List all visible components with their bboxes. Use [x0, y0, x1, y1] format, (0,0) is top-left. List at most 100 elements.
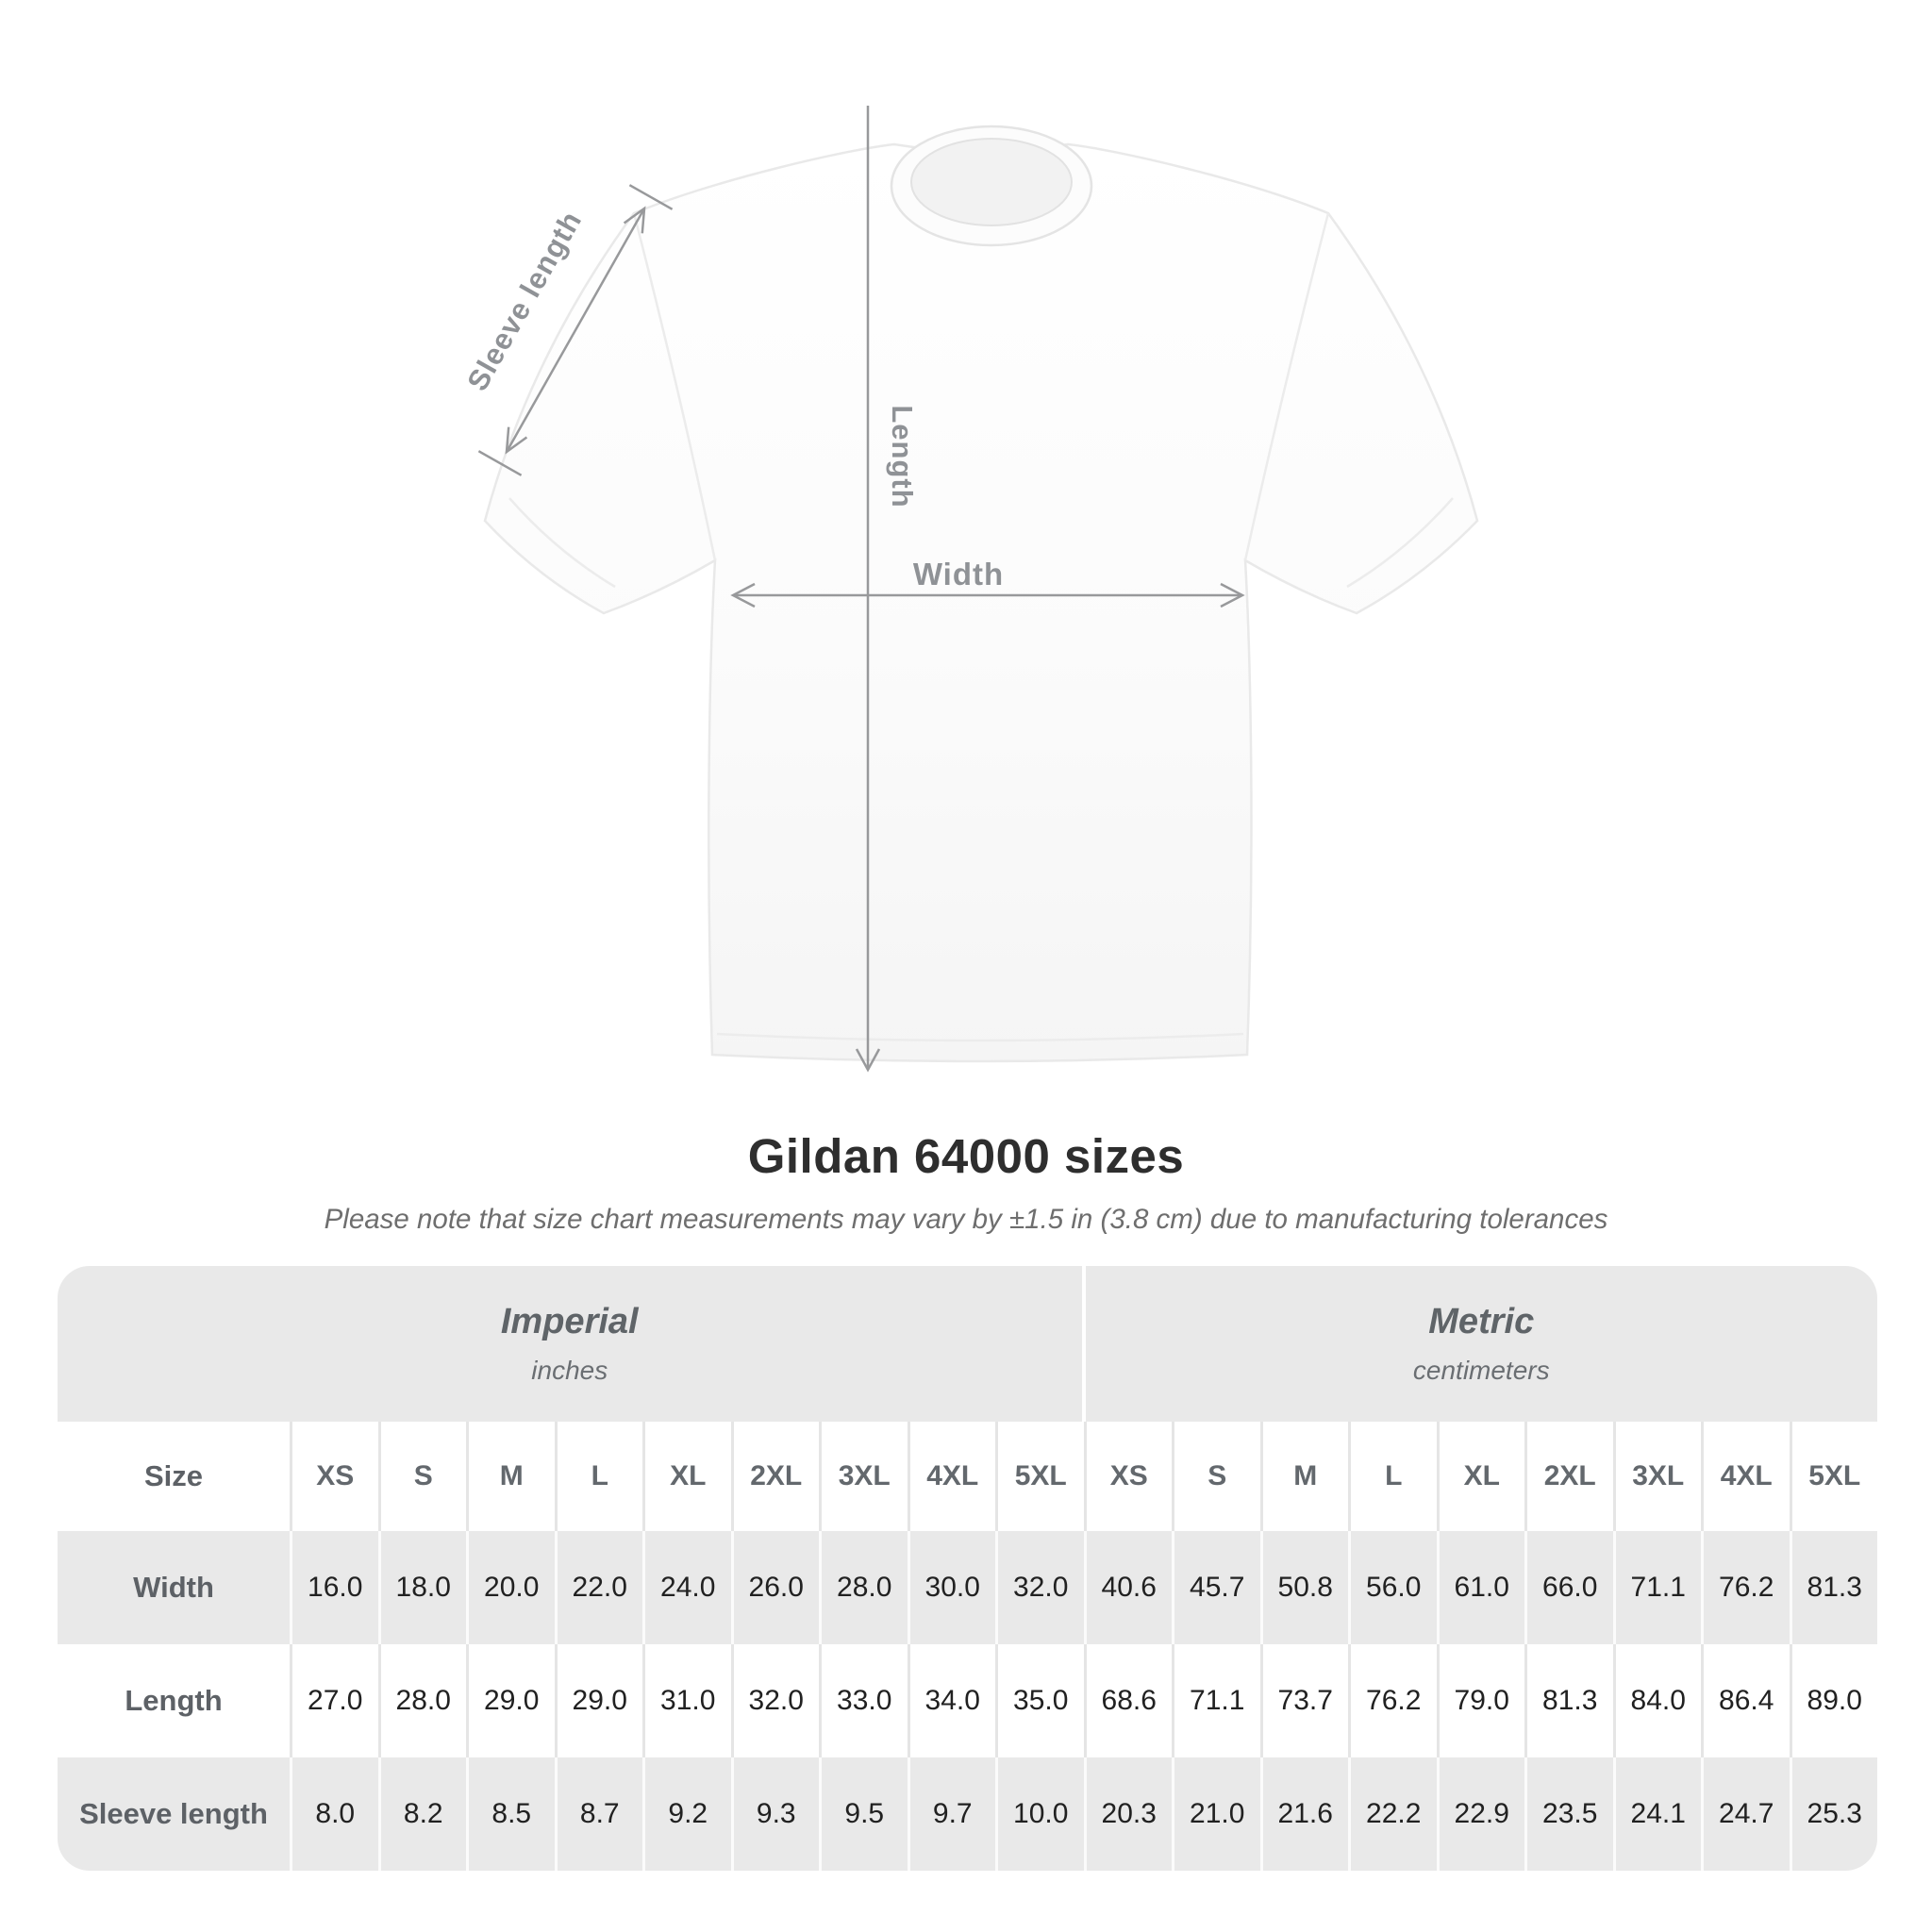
length-imperial-5xl: 35.0: [995, 1644, 1084, 1757]
width-imperial-xs: 16.0: [290, 1531, 378, 1644]
table-row-width: Width 16.0 18.0 20.0 22.0 24.0 26.0 28.0…: [58, 1531, 1877, 1644]
tshirt-body: [483, 142, 1479, 1063]
column-header-imperial-3xl: 3XL: [819, 1422, 908, 1531]
size-header-row: Size XS S M L XL 2XL 3XL 4XL 5XL XS S M …: [58, 1422, 1877, 1531]
column-header-imperial-l: L: [554, 1422, 643, 1531]
width-metric-2xl: 66.0: [1524, 1531, 1613, 1644]
width-imperial-m: 20.0: [466, 1531, 555, 1644]
sleeve-metric-3xl: 24.1: [1612, 1757, 1702, 1871]
length-imperial-s: 28.0: [377, 1644, 467, 1757]
width-metric-5xl: 81.3: [1789, 1531, 1878, 1644]
column-header-metric-m: M: [1259, 1422, 1349, 1531]
sleeve-imperial-m: 8.5: [466, 1757, 555, 1871]
row-label: Length: [125, 1684, 223, 1717]
unit-group-band: Imperial inches Metric centimeters: [58, 1266, 1877, 1422]
length-imperial-xl: 31.0: [642, 1644, 731, 1757]
sleeve-metric-l: 22.2: [1348, 1757, 1437, 1871]
length-metric-xl: 79.0: [1436, 1644, 1525, 1757]
width-metric-l: 56.0: [1348, 1531, 1437, 1644]
column-header-imperial-5xl: 5XL: [995, 1422, 1084, 1531]
width-metric-m: 50.8: [1259, 1531, 1349, 1644]
column-header-metric-xl: XL: [1436, 1422, 1525, 1531]
tshirt-measurement-diagram: Sleeve length Length Width: [460, 106, 1479, 1073]
column-header-metric-s: S: [1172, 1422, 1260, 1531]
length-metric-2xl: 81.3: [1524, 1644, 1613, 1757]
width-imperial-3xl: 28.0: [819, 1531, 908, 1644]
column-header-metric-3xl: 3XL: [1612, 1422, 1702, 1531]
length-imperial-l: 29.0: [554, 1644, 643, 1757]
imperial-name: Imperial: [500, 1302, 639, 1341]
sleeve-imperial-4xl: 9.7: [907, 1757, 996, 1871]
length-label: Length: [886, 405, 919, 508]
metric-unit: centimeters: [1412, 1356, 1550, 1385]
length-metric-3xl: 84.0: [1612, 1644, 1702, 1757]
sleeve-metric-2xl: 23.5: [1524, 1757, 1613, 1871]
width-imperial-4xl: 30.0: [907, 1531, 996, 1644]
sleeve-imperial-xs: 8.0: [290, 1757, 378, 1871]
width-metric-4xl: 76.2: [1701, 1531, 1790, 1644]
tshirt-seams: [508, 212, 1454, 1042]
sleeve-imperial-5xl: 10.0: [995, 1757, 1084, 1871]
sleeve-metric-xs: 20.3: [1083, 1757, 1173, 1871]
column-header-metric-2xl: 2XL: [1524, 1422, 1613, 1531]
column-header-metric-l: L: [1348, 1422, 1437, 1531]
length-metric-4xl: 86.4: [1701, 1644, 1790, 1757]
width-label: Width: [913, 557, 1004, 591]
length-metric-l: 76.2: [1348, 1644, 1437, 1757]
sleeve-imperial-xl: 9.2: [642, 1757, 731, 1871]
length-imperial-m: 29.0: [466, 1644, 555, 1757]
length-arrow: [855, 106, 881, 1073]
page-title: Gildan 64000 sizes: [747, 1129, 1185, 1183]
metric-panel: Metric centimeters: [1085, 1266, 1877, 1422]
table-row-length: Length 27.0 28.0 29.0 29.0 31.0 32.0 33.…: [58, 1644, 1877, 1757]
sleeve-metric-xl: 22.9: [1436, 1757, 1525, 1871]
sleeve-length-arrow: [477, 184, 674, 476]
sleeve-imperial-2xl: 9.3: [730, 1757, 820, 1871]
length-metric-xs: 68.6: [1083, 1644, 1173, 1757]
column-header-imperial-xl: XL: [642, 1422, 731, 1531]
table-row-sleeve-length: Sleeve length 8.0 8.2 8.5 8.7 9.2 9.3 9.…: [58, 1757, 1877, 1871]
column-header-imperial-2xl: 2XL: [730, 1422, 820, 1531]
length-metric-5xl: 89.0: [1789, 1644, 1878, 1757]
imperial-unit: inches: [531, 1356, 608, 1385]
column-header-imperial-m: M: [466, 1422, 555, 1531]
width-metric-xs: 40.6: [1083, 1531, 1173, 1644]
tolerance-note: Please note that size chart measurements…: [324, 1204, 1608, 1235]
row-label: Width: [133, 1571, 214, 1604]
imperial-panel: Imperial inches: [58, 1266, 1082, 1422]
length-metric-s: 71.1: [1172, 1644, 1260, 1757]
sleeve-metric-m: 21.6: [1259, 1757, 1349, 1871]
column-header-metric-4xl: 4XL: [1701, 1422, 1790, 1531]
size-column-header: Size: [143, 1459, 204, 1492]
tshirt-collar: [890, 125, 1093, 247]
column-header-imperial-xs: XS: [290, 1422, 378, 1531]
width-imperial-xl: 24.0: [642, 1531, 731, 1644]
length-imperial-3xl: 33.0: [819, 1644, 908, 1757]
sleeve-metric-s: 21.0: [1172, 1757, 1260, 1871]
width-imperial-5xl: 32.0: [995, 1531, 1084, 1644]
width-metric-3xl: 71.1: [1612, 1531, 1702, 1644]
length-imperial-2xl: 32.0: [730, 1644, 820, 1757]
column-header-imperial-s: S: [377, 1422, 467, 1531]
column-header-metric-5xl: 5XL: [1789, 1422, 1878, 1531]
size-table: Imperial inches Metric centimeters Size …: [58, 1266, 1877, 1871]
sleeve-metric-5xl: 25.3: [1789, 1757, 1878, 1871]
sleeve-imperial-3xl: 9.5: [819, 1757, 908, 1871]
sleeve-imperial-s: 8.2: [377, 1757, 467, 1871]
width-metric-xl: 61.0: [1436, 1531, 1525, 1644]
sleeve-metric-4xl: 24.7: [1701, 1757, 1790, 1871]
length-imperial-xs: 27.0: [290, 1644, 378, 1757]
width-imperial-s: 18.0: [377, 1531, 467, 1644]
length-metric-m: 73.7: [1259, 1644, 1349, 1757]
width-imperial-2xl: 26.0: [730, 1531, 820, 1644]
sleeve-imperial-l: 8.7: [554, 1757, 643, 1871]
row-label: Sleeve length: [79, 1797, 268, 1830]
width-metric-s: 45.7: [1172, 1531, 1260, 1644]
column-header-metric-xs: XS: [1083, 1422, 1173, 1531]
width-arrow: [730, 582, 1245, 608]
column-header-imperial-4xl: 4XL: [907, 1422, 996, 1531]
metric-name: Metric: [1428, 1302, 1535, 1341]
width-imperial-l: 22.0: [554, 1531, 643, 1644]
length-imperial-4xl: 34.0: [907, 1644, 996, 1757]
